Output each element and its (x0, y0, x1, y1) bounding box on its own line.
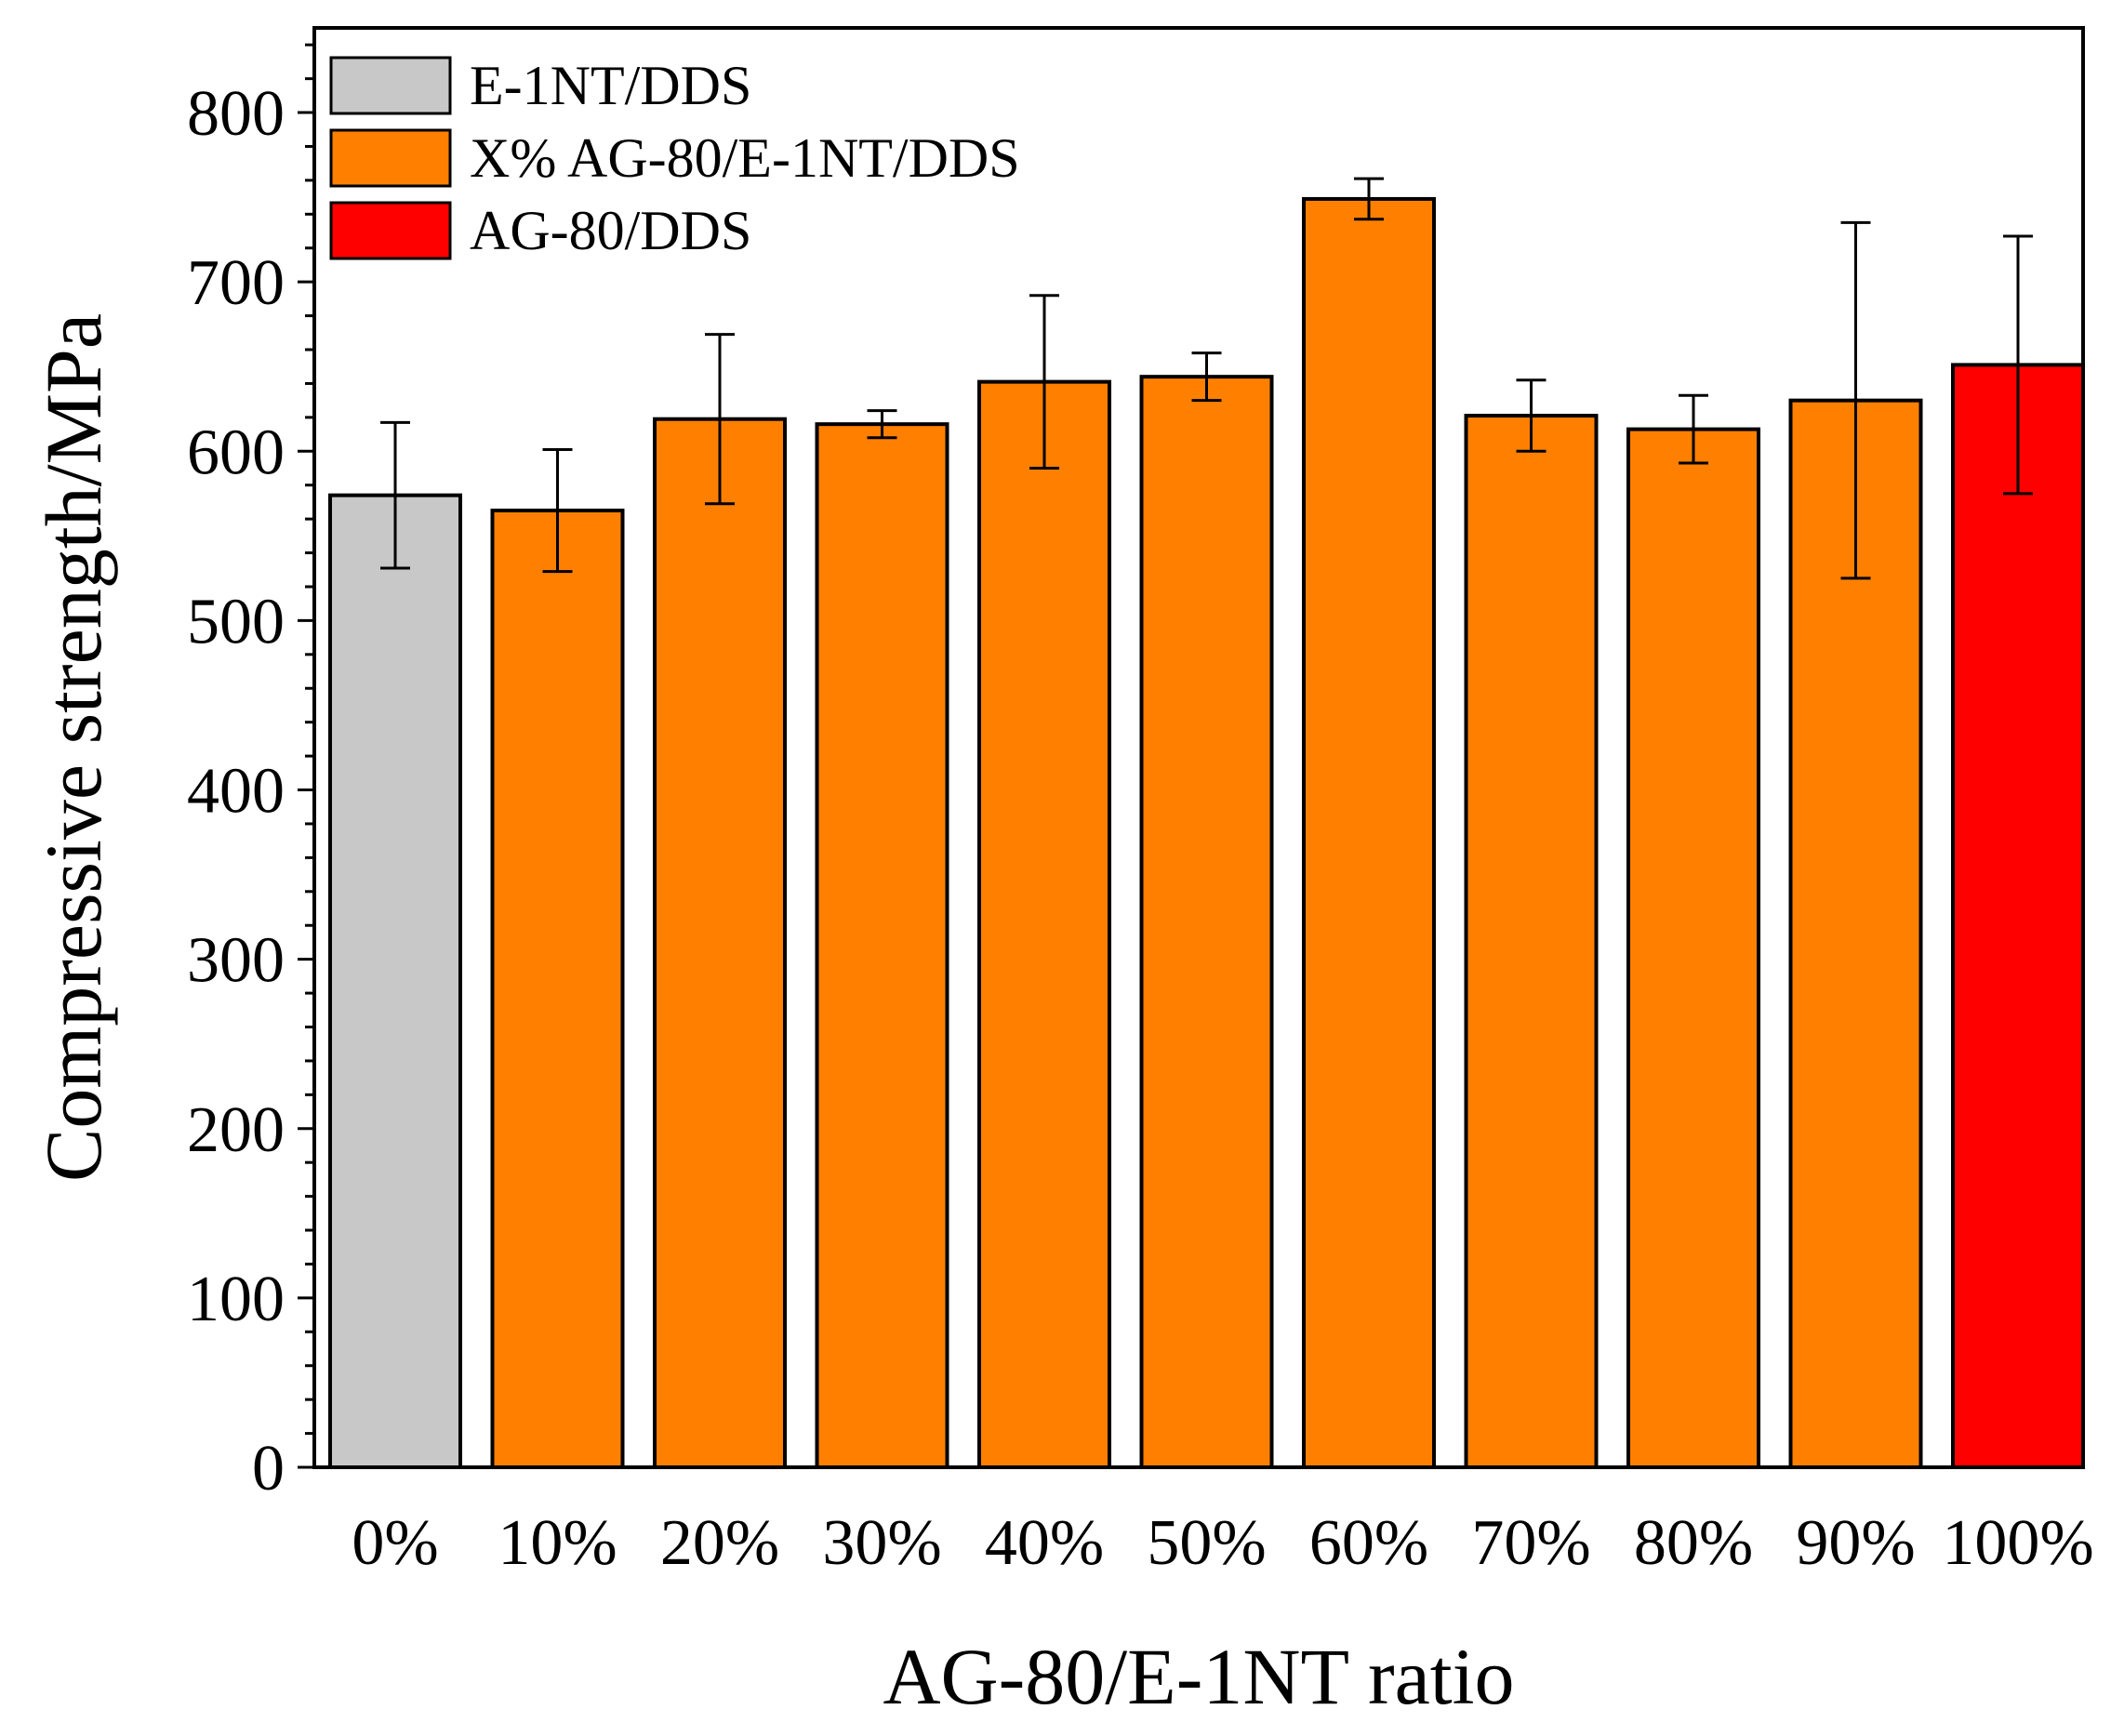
error-bar-60pct (1354, 177, 1384, 221)
error-bar-90pct (1840, 220, 1871, 580)
y-tick-label: 300 (187, 925, 285, 997)
x-tick-label: 100% (1942, 1507, 2093, 1579)
bars-group (328, 196, 2085, 1470)
bar-0pct (328, 493, 462, 1470)
x-tick-label: 0% (352, 1507, 438, 1579)
bar-50pct (1139, 375, 1274, 1469)
y-tick-label: 800 (187, 78, 285, 150)
error-bar-50pct (1191, 351, 1222, 403)
legend-label-blend: X% AG-80/E-1NT/DDS (470, 127, 1020, 189)
error-bar-30pct (867, 409, 897, 440)
bar-30pct (815, 422, 949, 1470)
bar-20pct (653, 417, 787, 1469)
x-tick-label: 70% (1471, 1507, 1590, 1579)
x-tick-label: 90% (1796, 1507, 1915, 1579)
x-tick-label: 40% (985, 1507, 1104, 1579)
error-bar-40pct (1029, 294, 1059, 470)
y-tick-label: 400 (187, 756, 285, 828)
x-tick-label: 60% (1309, 1507, 1428, 1579)
error-bar-0pct (380, 420, 410, 570)
y-tick-label: 600 (187, 417, 285, 488)
x-tick-label: 80% (1634, 1507, 1753, 1579)
y-tick-label: 200 (187, 1094, 285, 1166)
legend-label-ag80-dds: AG-80/DDS (470, 200, 751, 261)
y-axis-title: Compressive strength/MPa (29, 313, 118, 1182)
legend-label-e1nt-dds: E-1NT/DDS (470, 55, 751, 116)
error-bar-80pct (1679, 393, 1708, 465)
bar-70pct (1464, 414, 1599, 1469)
error-bar-70pct (1516, 378, 1547, 453)
x-tick-label: 10% (498, 1507, 617, 1579)
bar-80pct (1626, 427, 1760, 1470)
x-tick-label: 50% (1147, 1507, 1266, 1579)
error-bar-20pct (705, 333, 735, 506)
x-tick-label: 30% (822, 1507, 941, 1579)
legend-swatch-blend (329, 128, 452, 188)
y-tick-label: 100 (187, 1264, 285, 1335)
legend-swatch-ag80-dds (329, 201, 452, 260)
bar-100pct (1951, 363, 2085, 1470)
bar-10pct (490, 509, 625, 1469)
y-tick-label: 0 (252, 1433, 285, 1504)
axes-group: 0 100 200 300 400 500 600 700 800 0% 10% 20% 30% 40% 5… (187, 26, 2094, 1579)
bar-60pct (1302, 196, 1436, 1469)
error-bar-100pct (2003, 234, 2033, 496)
legend: E-1NT/DDS X% AG-80/E-1NT/DDS AG-80/DDS (329, 55, 1020, 261)
plot-frame (312, 26, 2085, 1469)
y-tick-label: 500 (187, 586, 285, 657)
x-axis-title: AG-80/E-1NT ratio (883, 1632, 1514, 1721)
x-tick-label: 20% (660, 1507, 779, 1579)
error-bars-group (380, 177, 2033, 580)
y-tick-label: 700 (187, 247, 285, 319)
legend-swatch-e1nt-dds (329, 56, 452, 115)
error-bar-10pct (542, 447, 573, 574)
bar-40pct (977, 379, 1111, 1470)
